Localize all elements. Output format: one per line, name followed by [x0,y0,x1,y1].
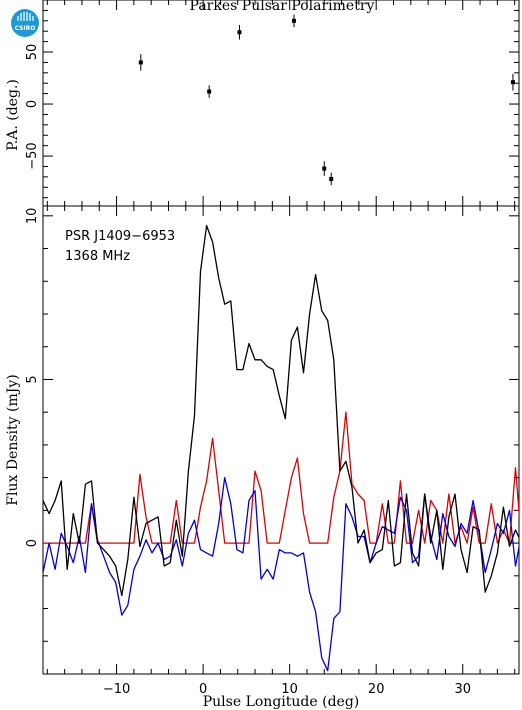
series-total [43,224,519,597]
x-axis-title: Pulse Longitude (deg) [203,694,360,710]
csiro-logo: CSIRO [11,9,39,37]
top-panel-ticks: −50 0 50 [25,9,519,199]
pa-point [329,176,334,181]
flux-axis-title: Flux Density (mJy) [5,374,21,505]
pa-point [291,18,296,23]
pa-point [237,30,242,35]
pa-point [207,89,212,94]
x-tick-label: 20 [368,682,385,697]
x-tick-label: 0 [199,682,207,697]
bottom-panel-frame [42,205,520,675]
flux-tick-label: 10 [25,208,40,225]
pa-points [138,14,515,186]
pa-tick-label: −50 [25,142,40,169]
pa-point [322,166,327,171]
profile-series [43,224,519,672]
series-linear [43,411,519,544]
pa-point [138,60,143,65]
pa-point [510,80,515,85]
csiro-logo-text: CSIRO [15,25,36,32]
csiro-logo-bars [17,12,34,21]
pa-tick-label: 0 [25,100,40,108]
pa-tick-label: 50 [25,44,40,61]
x-tick-label: 10 [281,682,298,697]
top-panel-frame [42,0,520,207]
pulsar-name-label: PSR J1409−6953 [65,229,175,244]
pa-axis-title: P.A. (deg.) [5,79,21,151]
bottom-panel-ticks: −10 0 10 20 30 0 5 10 [25,0,519,697]
x-tick-label: −10 [103,682,130,697]
flux-tick-label: 0 [25,539,40,547]
x-tick-label: 30 [454,682,471,697]
csiro-logo-circle [11,9,39,37]
frequency-label: 1368 MHz [65,249,130,264]
chart-title: Parkes Pulsar Polarimetry [190,0,375,14]
flux-tick-label: 5 [25,375,40,383]
